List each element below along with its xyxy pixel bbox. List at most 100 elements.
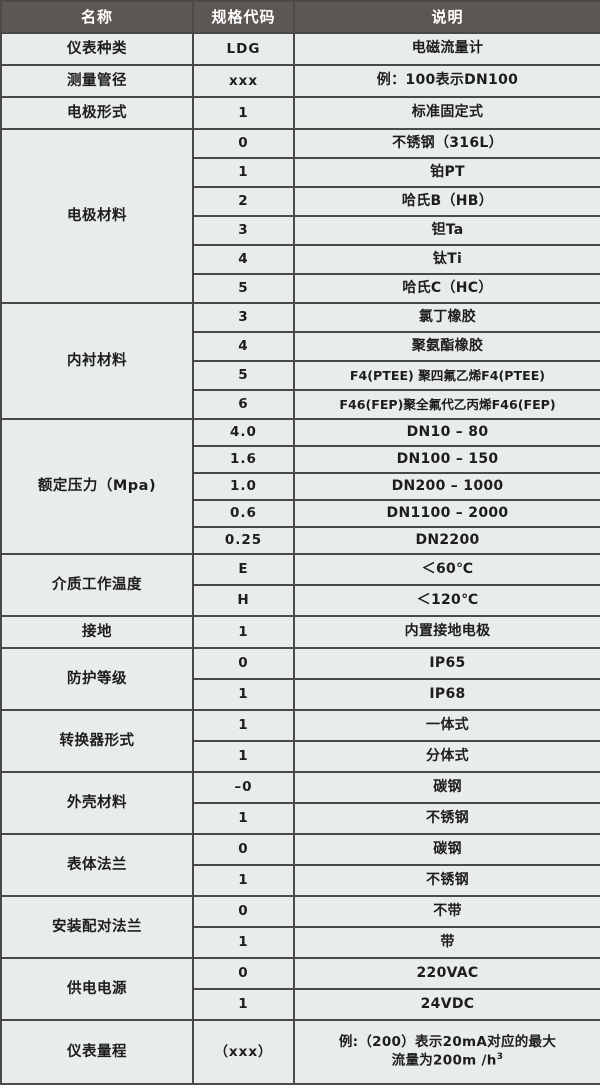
description-cell: 电磁流量计	[293, 32, 600, 66]
description-cell: 铂PT	[293, 157, 600, 188]
header-row: 名称 规格代码 说明	[0, 0, 600, 34]
description-cell: ＜60℃	[293, 553, 600, 586]
spec-code-cell: 4	[192, 244, 295, 275]
description-line-2-text: 流量为200m ∕h	[391, 1052, 497, 1069]
row-name-cell: 内衬材料	[0, 302, 194, 420]
description-cell: 碳钢	[293, 771, 600, 804]
spec-code-cell: 5	[192, 273, 295, 304]
table-row: 测量管径 xxx 例：100表示DN100	[0, 64, 600, 98]
spec-code-cell: 3	[192, 302, 295, 333]
row-name-cell: 电极材料	[0, 128, 194, 304]
spec-code-cell: 1	[192, 864, 295, 897]
description-line-1: 例:（200）表示20mA对应的最大	[338, 1034, 557, 1051]
table-row: H ＜120℃	[1, 584, 600, 617]
row-name-cell: 接地	[0, 615, 194, 649]
table-row: 电极材料 0 不锈钢（316L）	[0, 128, 600, 304]
row-name-cell: 供电电源	[0, 957, 194, 1021]
table-row: 额定压力（Mpa) 4.0 DN10 – 80	[0, 418, 600, 555]
spec-code-cell: 1	[192, 615, 295, 649]
description-cell: F46(FEP)聚全氟代乙丙烯F46(FEP)	[293, 389, 600, 420]
description-cell: 哈氏B（HB）	[293, 186, 600, 217]
table-row: 仪表种类 LDG 电磁流量计	[0, 32, 600, 66]
description-cell: 例：100表示DN100	[293, 64, 600, 98]
spec-code-cell: 0	[192, 647, 295, 680]
spec-code-cell: 0.6	[192, 499, 295, 528]
description-cell: 220VAC	[293, 957, 600, 990]
description-cell: 聚氨酯橡胶	[293, 331, 600, 362]
table-row: 4 聚氨酯橡胶	[1, 331, 600, 362]
spec-code-cell: 1	[192, 678, 295, 711]
table-row: 接地 1 内置接地电极	[0, 615, 600, 649]
table-row: 1 不锈钢	[1, 802, 600, 835]
table-body: 仪表种类 LDG 电磁流量计 测量管径 xxx 例：100表示DN100 电极形式 1 标准固定…	[0, 32, 600, 1085]
spec-code-cell: 0	[192, 895, 295, 928]
description-cell: 内置接地电极	[293, 615, 600, 649]
description-cell: 不锈钢	[293, 802, 600, 835]
table-row: 4 钛Ti	[1, 244, 600, 275]
spec-code-cell: 0	[192, 128, 295, 159]
description-cell: 钛Ti	[293, 244, 600, 275]
spec-code-cell: 1.6	[192, 445, 295, 474]
spec-code-cell: 1	[192, 740, 295, 773]
spec-code-cell: H	[192, 584, 295, 617]
table-row: 0.25 DN2200	[1, 526, 600, 555]
column-header-code: 规格代码	[192, 0, 295, 34]
description-cell: DN2200	[293, 526, 600, 555]
description-cell: DN1100 – 2000	[293, 499, 600, 528]
table-row: 转换器形式 1 一体式	[0, 709, 600, 773]
column-header-desc: 说明	[293, 0, 600, 34]
spec-code-cell: 0	[192, 957, 295, 990]
description-cell: DN100 – 150	[293, 445, 600, 474]
spec-code-cell: 0.25	[192, 526, 295, 555]
table-row: 1 不锈钢	[1, 864, 600, 897]
table-row: 1 铂PT	[1, 157, 600, 188]
description-cell: 钽Ta	[293, 215, 600, 246]
spec-code-cell: LDG	[192, 32, 295, 66]
spec-code-cell: 1	[192, 988, 295, 1021]
description-cell: 例:（200）表示20mA对应的最大 流量为200m ∕h3	[293, 1019, 600, 1085]
table-header: 名称 规格代码 说明	[0, 0, 600, 34]
description-cell: 不锈钢（316L）	[293, 128, 600, 159]
description-cell: 一体式	[293, 709, 600, 742]
description-cell: 标准固定式	[293, 96, 600, 130]
spec-code-cell: 1.0	[192, 472, 295, 501]
table-row: 3 钽Ta	[1, 215, 600, 246]
row-name-cell: 外壳材料	[0, 771, 194, 835]
column-header-name: 名称	[0, 0, 194, 34]
row-name-cell: 介质工作温度	[0, 553, 194, 617]
description-cell: ＜120℃	[293, 584, 600, 617]
description-cell: IP68	[293, 678, 600, 711]
spec-code-cell: 1	[192, 709, 295, 742]
table-row: 1 IP68	[1, 678, 600, 711]
table-row: 6 F46(FEP)聚全氟代乙丙烯F46(FEP)	[1, 389, 600, 420]
spec-code-cell: 2	[192, 186, 295, 217]
spec-code-cell: 5	[192, 360, 295, 391]
description-cell: DN200 – 1000	[293, 472, 600, 501]
table-row: 5 哈氏C（HC）	[1, 273, 600, 304]
row-name-cell: 仪表种类	[0, 32, 194, 66]
row-name-cell: 电极形式	[0, 96, 194, 130]
table-row: 介质工作温度 E ＜60℃	[0, 553, 600, 617]
table-row: 内衬材料 3 氯丁橡胶	[0, 302, 600, 420]
spec-code-cell: xxx	[192, 64, 295, 98]
table-row: 1.0 DN200 – 1000	[1, 472, 600, 501]
row-name-cell: 安装配对法兰	[0, 895, 194, 959]
spec-code-cell: 1	[192, 157, 295, 188]
table-row: 表体法兰 0 碳钢	[0, 833, 600, 897]
description-cell: IP65	[293, 647, 600, 680]
spec-code-cell: –0	[192, 771, 295, 804]
spec-code-cell: 4	[192, 331, 295, 362]
spec-code-cell: 0	[192, 833, 295, 866]
description-cell: 氯丁橡胶	[293, 302, 600, 333]
description-cell: F4(PTEE) 聚四氟乙烯F4(PTEE)	[293, 360, 600, 391]
table-row: 5 F4(PTEE) 聚四氟乙烯F4(PTEE)	[1, 360, 600, 391]
spec-code-cell: 4.0	[192, 418, 295, 447]
row-name-cell: 防护等级	[0, 647, 194, 711]
table-row: 供电电源 0 220VAC	[0, 957, 600, 1021]
table-row: 安装配对法兰 0 不带	[0, 895, 600, 959]
spec-code-cell: 3	[192, 215, 295, 246]
spec-code-cell: 1	[192, 926, 295, 959]
description-cell: 碳钢	[293, 833, 600, 866]
row-name-cell: 测量管径	[0, 64, 194, 98]
description-cell: 哈氏C（HC）	[293, 273, 600, 304]
